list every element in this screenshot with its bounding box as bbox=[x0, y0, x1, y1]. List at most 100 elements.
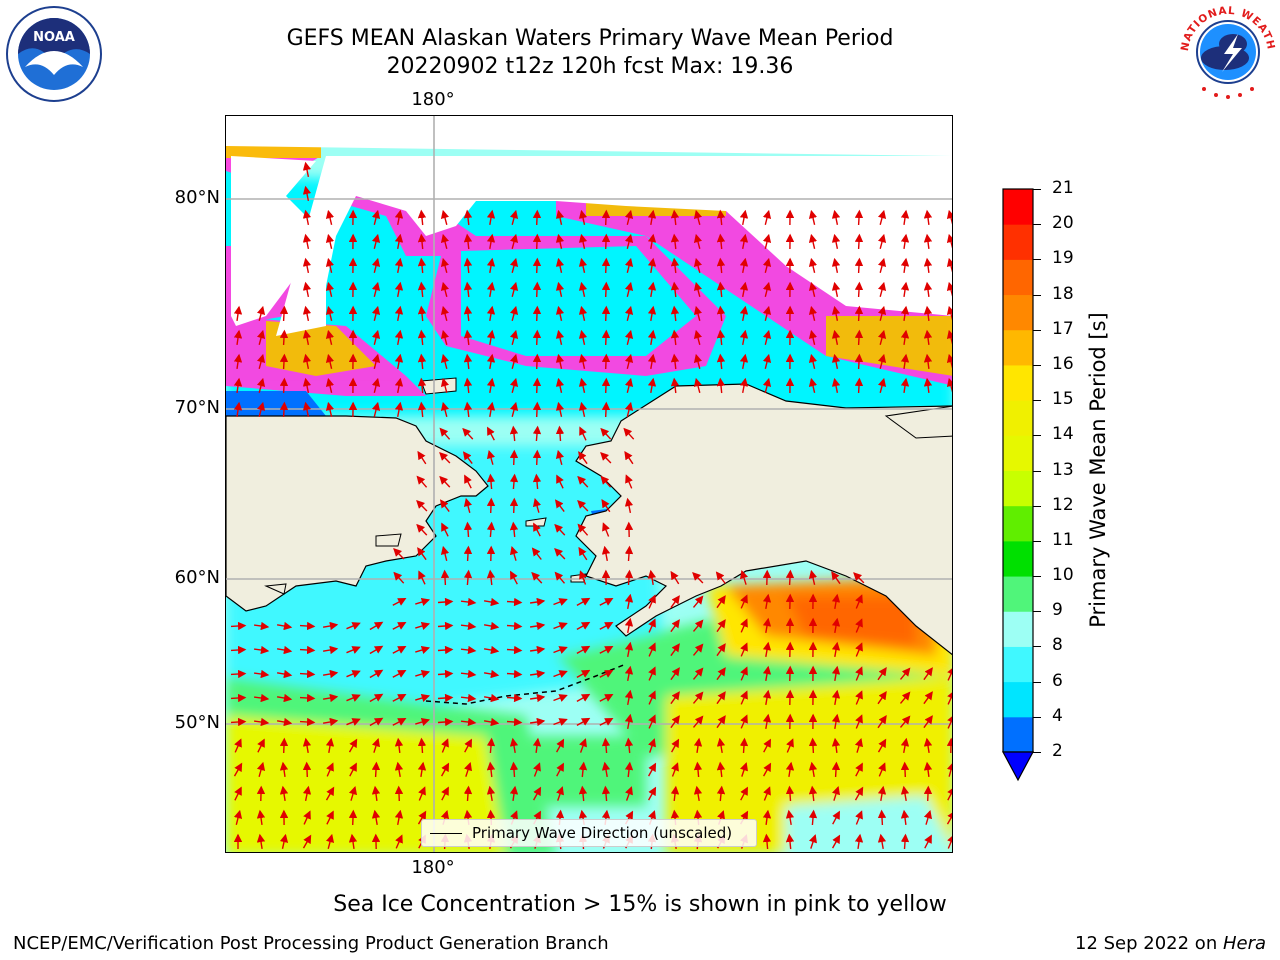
wave-arrow bbox=[325, 209, 335, 225]
wave-arrow bbox=[946, 329, 952, 345]
wave-arrow bbox=[923, 233, 933, 249]
wave-arrow bbox=[463, 785, 473, 802]
footer-date: 12 Sep 2022 on Hera bbox=[1075, 933, 1266, 954]
wave-arrow bbox=[648, 642, 656, 657]
wave-arrow bbox=[483, 597, 500, 607]
wave-arrow bbox=[854, 833, 864, 850]
colorbar-segment bbox=[1003, 505, 1033, 542]
wave-arrow bbox=[230, 669, 247, 679]
colorbar-tick-label: 10 bbox=[1052, 565, 1074, 586]
wave-arrow bbox=[878, 762, 886, 777]
wave-arrow bbox=[302, 329, 312, 346]
wave-arrow bbox=[509, 497, 519, 514]
wave-arrow bbox=[230, 717, 247, 727]
wave-arrow bbox=[785, 833, 795, 850]
wave-arrow bbox=[531, 571, 543, 584]
wave-period-map bbox=[226, 116, 952, 852]
wave-arrow bbox=[418, 570, 426, 585]
wave-arrow bbox=[440, 762, 450, 777]
wave-arrow bbox=[670, 209, 680, 226]
colorbar-tick-mark bbox=[1033, 505, 1041, 507]
wave-arrow bbox=[463, 305, 473, 322]
wave-arrow bbox=[946, 377, 952, 393]
wave-arrow bbox=[877, 329, 887, 345]
colorbar-segment bbox=[1003, 435, 1033, 471]
wave-arrow bbox=[555, 401, 565, 417]
wave-arrow bbox=[509, 473, 519, 490]
wave-arrow bbox=[578, 401, 588, 417]
wave-arrow bbox=[532, 233, 542, 250]
wave-arrow bbox=[437, 669, 454, 679]
wave-arrow bbox=[417, 305, 427, 322]
colorbar-segment bbox=[1003, 681, 1033, 718]
wave-arrow bbox=[739, 281, 749, 298]
wave-arrow bbox=[624, 233, 634, 249]
wave-arrow bbox=[325, 329, 335, 345]
wave-arrow bbox=[553, 718, 568, 726]
wave-arrow bbox=[624, 689, 634, 706]
wave-arrow bbox=[900, 305, 910, 322]
wave-arrow bbox=[555, 209, 565, 225]
wave-arrow bbox=[576, 621, 591, 631]
wave-arrow bbox=[601, 401, 611, 418]
wave-arrow bbox=[417, 450, 427, 465]
wave-arrow bbox=[923, 257, 933, 273]
wave-arrow bbox=[325, 377, 335, 393]
colorbar-tick-label: 8 bbox=[1052, 635, 1063, 656]
wave-arrow bbox=[555, 257, 565, 273]
wave-arrow bbox=[716, 761, 726, 778]
wave-arrow bbox=[670, 233, 680, 250]
wave-arrow bbox=[899, 715, 911, 728]
wave-arrow bbox=[417, 281, 427, 298]
wave-arrow bbox=[647, 762, 657, 777]
wave-arrow bbox=[553, 622, 568, 630]
wave-arrow bbox=[417, 257, 427, 274]
wave-arrow bbox=[509, 761, 519, 778]
wave-arrow bbox=[946, 209, 952, 225]
wave-arrow bbox=[276, 645, 293, 655]
wave-arrow bbox=[348, 809, 358, 826]
wave-arrow bbox=[326, 810, 334, 825]
legend-line bbox=[430, 833, 462, 834]
colorbar-segment bbox=[1003, 259, 1033, 296]
wave-arrow bbox=[529, 717, 546, 727]
colorbar-segment bbox=[1003, 611, 1033, 647]
map-legend: Primary Wave Direction (unscaled) bbox=[421, 819, 757, 847]
wave-arrow bbox=[256, 353, 266, 369]
wave-arrow bbox=[302, 281, 312, 298]
wave-arrow bbox=[533, 522, 541, 537]
wave-arrow bbox=[576, 597, 591, 607]
wave-arrow bbox=[392, 646, 407, 654]
wave-arrow bbox=[417, 810, 427, 825]
map-panel[interactable]: Primary Wave Direction (unscaled) bbox=[225, 115, 953, 853]
wave-arrow bbox=[325, 401, 335, 417]
wave-arrow bbox=[923, 329, 933, 345]
colorbar-segment bbox=[1003, 224, 1033, 260]
wave-arrow bbox=[486, 281, 496, 298]
wave-arrow bbox=[437, 621, 454, 631]
wave-arrow bbox=[486, 761, 496, 778]
wave-arrow bbox=[923, 761, 933, 777]
wave-arrow bbox=[740, 594, 748, 609]
page-title: GEFS MEAN Alaskan Waters Primary Wave Me… bbox=[286, 26, 894, 51]
wave-arrow bbox=[230, 645, 247, 655]
wave-arrow bbox=[762, 665, 772, 682]
wave-arrow bbox=[601, 761, 611, 778]
wave-arrow bbox=[440, 209, 450, 225]
wave-arrow bbox=[441, 522, 449, 537]
wave-arrow bbox=[716, 619, 726, 633]
colorbar-tick-label: 14 bbox=[1052, 424, 1074, 445]
lon-label-top: 180° bbox=[411, 89, 455, 110]
wave-arrow bbox=[831, 257, 841, 273]
wave-arrow bbox=[463, 377, 473, 394]
wave-arrow bbox=[346, 670, 361, 678]
wave-arrow bbox=[417, 737, 427, 754]
wave-arrow bbox=[257, 738, 265, 753]
wave-arrow bbox=[440, 377, 450, 393]
wave-arrow bbox=[322, 645, 339, 655]
wave-arrow bbox=[302, 209, 312, 226]
wave-arrow bbox=[233, 809, 243, 825]
wave-arrow bbox=[395, 834, 403, 849]
wave-arrow bbox=[578, 209, 588, 225]
wave-arrow bbox=[256, 833, 266, 850]
